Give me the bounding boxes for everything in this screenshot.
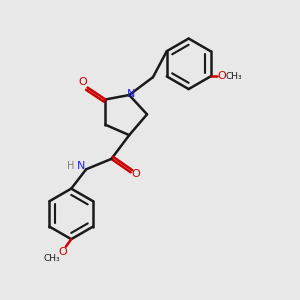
Text: CH₃: CH₃	[226, 72, 243, 81]
Text: O: O	[79, 77, 88, 87]
Text: H: H	[67, 161, 74, 171]
Text: O: O	[132, 169, 140, 179]
Text: CH₃: CH₃	[44, 254, 60, 263]
Text: O: O	[218, 71, 226, 81]
Text: O: O	[58, 247, 67, 256]
Text: N: N	[76, 161, 85, 171]
Text: N: N	[127, 88, 135, 98]
